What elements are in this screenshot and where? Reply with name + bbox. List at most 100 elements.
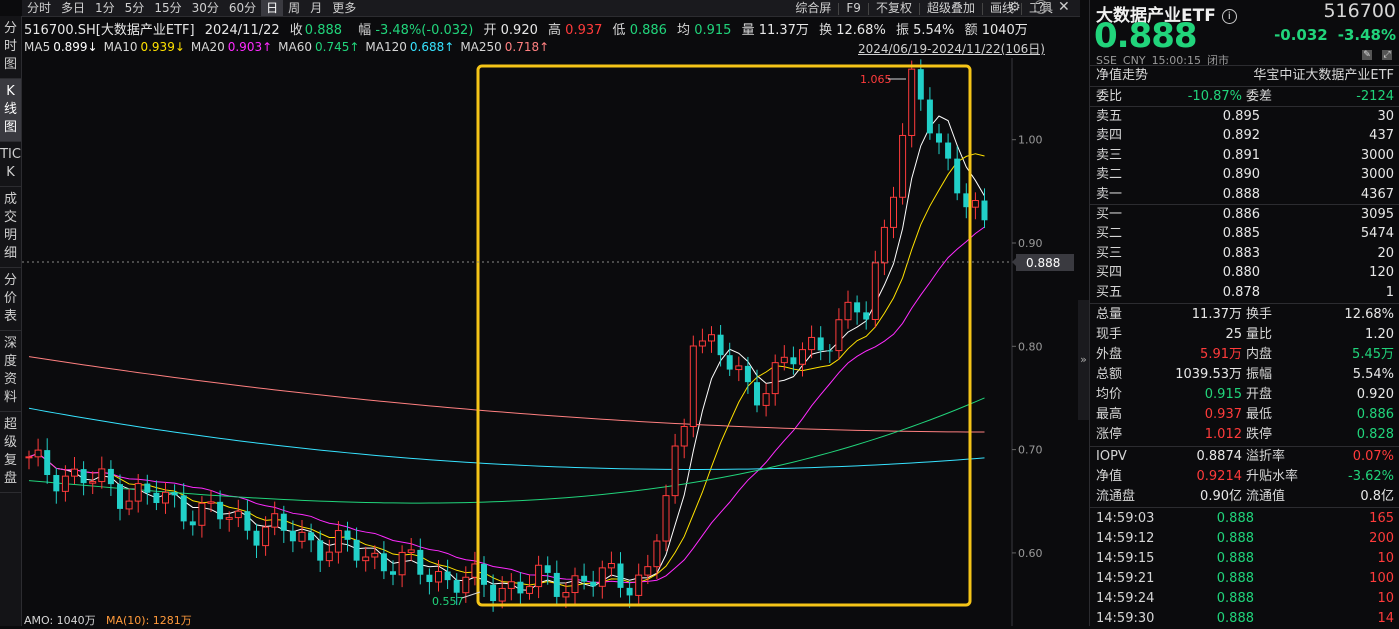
side-tab[interactable]: 超级复盘 — [0, 412, 21, 493]
weibi-row: 委比 -10.87% 委差 -2124 — [1094, 87, 1394, 107]
bid-row[interactable]: 买三 0.883 20 — [1094, 244, 1394, 264]
level-label: 卖二 — [1096, 167, 1123, 183]
ma-legend-row: MA5 0.899↓ MA10 0.939↓ MA20 0.903↑ MA60 0.745↑ M… — [24, 40, 1080, 56]
side-tab[interactable]: 深度资料 — [0, 331, 21, 412]
candle — [790, 357, 797, 365]
ask-row[interactable]: 卖一 0.888 4367 — [1094, 185, 1394, 205]
candle — [680, 425, 688, 447]
stat-label: 净值 — [1096, 469, 1123, 484]
bid-row[interactable]: 买五 0.878 1 — [1094, 283, 1394, 303]
candle — [353, 539, 360, 561]
candle — [98, 468, 106, 483]
toolbar-button[interactable]: 超级叠加 — [926, 1, 975, 15]
bid-row[interactable]: 买一 0.886 3095 — [1094, 205, 1394, 225]
stat-label: 流通盘 — [1096, 489, 1136, 504]
side-tab[interactable]: 分时图 — [0, 16, 21, 79]
candle — [61, 475, 69, 492]
period-button[interactable]: 月 — [310, 1, 323, 15]
help-icon[interactable]: ? — [1034, 0, 1048, 14]
level-volume: 3000 — [1360, 147, 1394, 163]
panel-meta: SSE CNY 15:00:15 闭市 — [1096, 52, 1235, 68]
candle — [762, 393, 770, 406]
period-button[interactable]: 1分 — [95, 1, 115, 15]
toolbar-button[interactable]: 综合屏 — [795, 1, 832, 15]
bid-row[interactable]: 买四 0.880 120 — [1094, 263, 1394, 283]
side-tab[interactable]: K线图 — [0, 79, 21, 142]
bid-row[interactable]: 买二 0.885 5474 — [1094, 224, 1394, 244]
candle — [726, 355, 733, 370]
period-button[interactable]: 多日 — [61, 1, 86, 15]
candle — [535, 564, 543, 588]
candle — [744, 365, 751, 383]
nav-row[interactable]: 净值走势 华宝中证大数据产业ETF — [1094, 66, 1394, 86]
toolbar-button[interactable]: 画线 — [989, 1, 1014, 15]
nav-label[interactable]: 净值走势 — [1096, 68, 1149, 83]
tick-volume: 10 — [1377, 551, 1394, 566]
candle — [189, 521, 196, 526]
settings-icon[interactable]: ⚙ — [1009, 0, 1021, 15]
period-button[interactable]: 更多 — [332, 1, 357, 15]
candle — [671, 445, 679, 497]
tick-time: 14:59:24 — [1096, 591, 1155, 606]
period-button[interactable]: 15分 — [154, 1, 182, 15]
ask-row[interactable]: 卖二 0.890 3000 — [1094, 165, 1394, 185]
candle — [963, 193, 970, 208]
kline-chart[interactable]: 1.00 0.90 0.80 0.70 0.60 1.065 0.557 0.888 A… — [22, 58, 1078, 626]
candle — [444, 571, 451, 581]
stat-value: 5.91万 — [1200, 347, 1242, 362]
tick-price: 0.888 — [1216, 531, 1254, 546]
meta-item: 闭市 — [1206, 54, 1229, 67]
stat-value: 1039.53万 — [1175, 367, 1242, 382]
date-range[interactable]: 2024/06/19-2024/11/22(106日) — [858, 42, 1045, 56]
candle — [871, 262, 879, 320]
ask-row[interactable]: 卖五 0.895 30 — [1094, 107, 1394, 127]
side-tab[interactable]: TICK — [0, 142, 21, 187]
candle — [325, 551, 333, 562]
side-tab[interactable]: 分价表 — [0, 268, 21, 331]
symbol-name: 516700.SH[大数据产业ETF] — [24, 23, 195, 38]
ma-value: 0.899↓ — [53, 40, 98, 54]
candle — [981, 200, 988, 221]
candle — [653, 540, 661, 568]
toolbar-button[interactable]: 不复权 — [875, 1, 912, 15]
candle — [835, 319, 843, 352]
period-button[interactable]: 日 — [261, 0, 284, 16]
tick-row: 14:59:24 0.888 10 — [1094, 589, 1394, 609]
candle — [244, 511, 251, 531]
link-icon[interactable]: ⤢ — [1382, 50, 1392, 60]
period-button[interactable]: 周 — [288, 1, 301, 15]
candle — [526, 586, 533, 594]
level-label: 卖五 — [1096, 109, 1123, 124]
tick-time: 14:59:12 — [1096, 531, 1155, 546]
edit-icon[interactable]: ✎ — [1362, 50, 1372, 60]
ask-row[interactable]: 卖三 0.891 3000 — [1094, 146, 1394, 166]
candle — [771, 362, 779, 395]
toolbar-button[interactable]: F9 — [846, 1, 861, 15]
period-button[interactable]: 5分 — [124, 1, 145, 15]
candle — [481, 563, 487, 585]
meta-item: 15:00:15 — [1151, 54, 1201, 67]
tick-row: 14:59:03 0.888 165 — [1094, 509, 1394, 529]
expand-panel-handle[interactable]: » — [1078, 300, 1089, 420]
level-price: 0.880 — [1222, 265, 1260, 281]
ask-row[interactable]: 卖四 0.892 437 — [1094, 126, 1394, 146]
period-button[interactable]: 分时 — [27, 1, 52, 15]
period-button[interactable]: 60分 — [228, 1, 257, 15]
period-button[interactable]: 30分 — [191, 1, 219, 15]
info-icon[interactable]: i — [1221, 8, 1237, 24]
ma120-line — [28, 407, 985, 470]
candle — [698, 340, 706, 347]
tick-price: 0.888 — [1216, 611, 1254, 626]
stat-row: 总量 11.37万 换手 12.68% — [1094, 305, 1394, 325]
stat-label: 最高 — [1096, 407, 1123, 422]
candle — [598, 567, 606, 587]
level-price: 0.885 — [1222, 226, 1260, 242]
close-icon[interactable]: ✕ — [1058, 0, 1070, 15]
level-volume: 5474 — [1360, 226, 1394, 242]
y-tick-label: 0.70 — [1018, 444, 1043, 457]
candle — [262, 526, 270, 547]
ma-value: 0.939↓ — [140, 40, 185, 54]
panel-title: 大数据产业ETF i — [1096, 1, 1237, 26]
side-tab[interactable]: 成交明细 — [0, 187, 21, 268]
candle — [453, 580, 460, 593]
